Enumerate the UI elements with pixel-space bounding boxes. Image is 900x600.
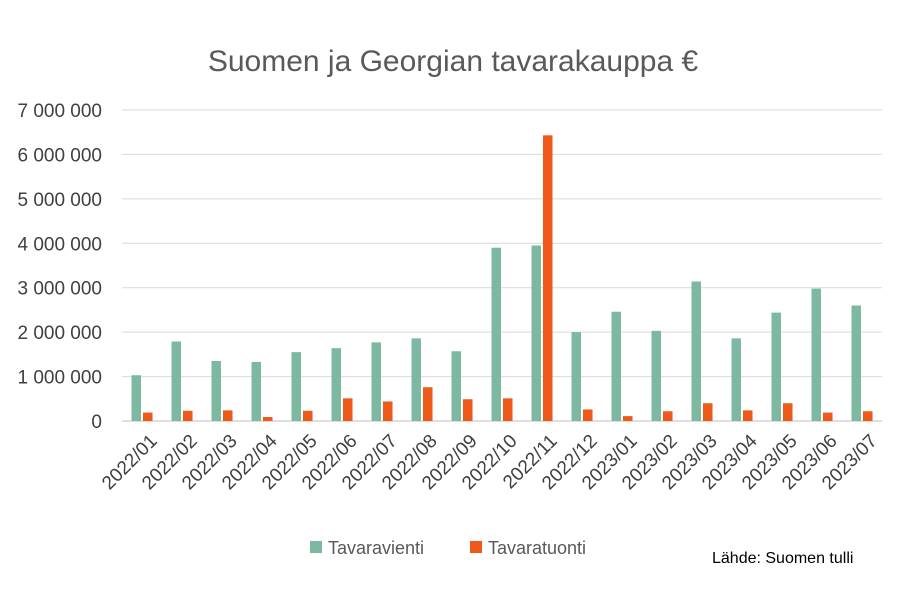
bar-tavaravienti-2022-03 [211,361,221,421]
legend: Tavaravienti Tavaratuonti [310,538,586,558]
bar-tavaravienti-2022-08 [411,338,421,421]
y-tick-label: 5 000 000 [17,190,102,211]
y-tick-label: 0 [91,412,102,433]
bar-tavaratuonti-2023-03 [703,403,713,421]
bar-tavaravienti-2022-12 [571,332,581,421]
bar-tavaratuonti-2023-05 [783,403,793,421]
y-tick-label: 4 000 000 [17,234,102,255]
bar-tavaravienti-2023-01 [611,311,621,421]
y-tick-label: 2 000 000 [17,323,102,344]
bar-tavaravienti-2022-07 [371,342,381,421]
bar-tavaravienti-2022-09 [451,351,461,421]
bar-tavaratuonti-2023-04 [743,410,753,421]
bar-tavaravienti-2023-03 [691,281,701,421]
legend-label-tavaratuonti: Tavaratuonti [488,538,586,558]
y-tick-label: 3 000 000 [17,279,102,300]
bar-tavaratuonti-2022-09 [463,399,473,421]
bar-tavaravienti-2023-06 [811,288,821,421]
bar-tavaratuonti-2022-07 [383,401,393,421]
bar-tavaravienti-2023-04 [731,338,741,421]
bar-tavaratuonti-2023-06 [823,412,833,421]
legend-swatch-tavaratuonti [470,541,482,553]
bar-tavaravienti-2022-11 [531,245,541,421]
bar-tavaratuonti-2022-10 [503,398,513,421]
bar-tavaratuonti-2022-08 [423,387,433,421]
bar-tavaravienti-2023-05 [771,312,781,421]
bar-tavaratuonti-2022-01 [143,412,153,421]
bar-tavaravienti-2023-02 [651,330,661,421]
bar-tavaravienti-2022-05 [291,352,301,421]
bar-tavaratuonti-2022-04 [263,417,273,421]
bar-tavaravienti-2023-07 [851,305,861,421]
y-axis: 0 1 000 000 2 000 000 3 000 000 4 000 000 5 0… [17,101,102,433]
bar-tavaravienti-2022-01 [131,375,141,421]
chart-title: Suomen ja Georgian tavarakauppa € [208,45,699,78]
bar-tavaratuonti-2022-12 [583,409,593,421]
bar-tavaratuonti-2022-11 [543,135,553,421]
grid [122,109,882,422]
bar-tavaratuonti-2022-03 [223,410,233,421]
bar-tavaratuonti-2023-02 [663,411,673,421]
y-tick-label: 7 000 000 [17,101,102,122]
y-tick-label: 6 000 000 [17,145,102,166]
bar-tavaratuonti-2023-07 [863,411,873,421]
source-note: Lähde: Suomen tulli [712,550,853,567]
bar-tavaratuonti-2023-01 [623,416,633,421]
legend-swatch-tavaravienti [310,541,322,553]
y-tick-label: 1 000 000 [17,368,102,389]
bar-tavaratuonti-2022-02 [183,410,193,421]
bar-tavaravienti-2022-06 [331,348,341,421]
bar-tavaravienti-2022-04 [251,361,261,421]
bar-tavaravienti-2022-10 [491,247,501,421]
bars [131,135,873,421]
bar-tavaratuonti-2022-06 [343,398,353,421]
x-axis: 2022/012022/022022/032022/042022/052022/… [98,430,881,494]
bar-tavaratuonti-2022-05 [303,410,313,421]
legend-label-tavaravienti: Tavaravienti [328,538,424,558]
bar-tavaravienti-2022-02 [171,341,181,421]
